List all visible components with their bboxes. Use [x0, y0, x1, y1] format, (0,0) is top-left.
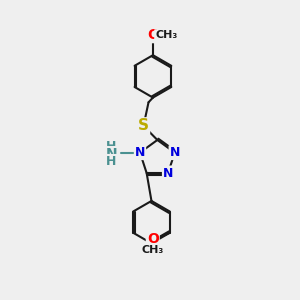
Text: S: S [138, 118, 149, 134]
Text: O: O [147, 28, 159, 42]
Text: H: H [106, 155, 116, 168]
Text: N: N [163, 167, 173, 179]
Text: N: N [106, 147, 118, 161]
Text: N: N [169, 146, 180, 159]
Text: N: N [135, 146, 145, 159]
Text: CH₃: CH₃ [155, 30, 177, 40]
Text: CH₃: CH₃ [142, 245, 164, 255]
Text: H: H [106, 140, 116, 153]
Text: O: O [147, 232, 159, 246]
